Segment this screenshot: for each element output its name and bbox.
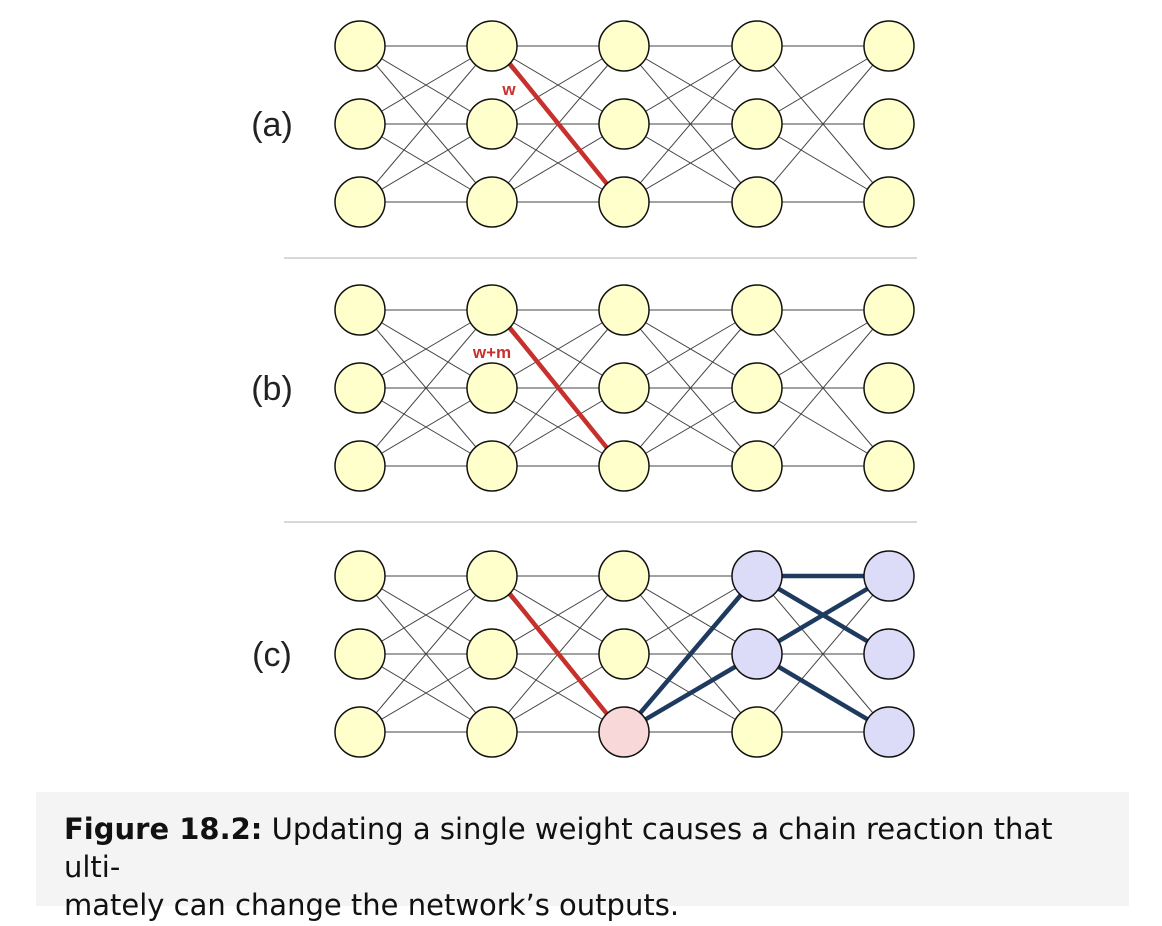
network-node [598,440,650,492]
network-node [334,284,386,336]
network-node [731,98,783,150]
affected-node [731,628,783,680]
network-node [334,20,386,72]
network-node [334,98,386,150]
network-node [731,362,783,414]
network-node [466,550,518,602]
network-node [598,20,650,72]
network-node [466,20,518,72]
edge [756,45,890,203]
panel-label: (a) [251,106,293,144]
caption-text-line1: Updating a single weight causes a chain … [64,812,1053,884]
figure-caption: Figure 18.2: Updating a single weight ca… [36,792,1129,922]
network-node [598,550,650,602]
network-node [466,628,518,680]
network-node [334,362,386,414]
updated-node [598,706,650,758]
affected-output-node [863,550,915,602]
network-node [334,706,386,758]
network-node [731,706,783,758]
network-node [598,98,650,150]
edge [756,575,890,733]
network-node [334,628,386,680]
network-node [466,98,518,150]
network-node [334,440,386,492]
network-diagram: (a) w (b) w+m (c) [251,20,917,758]
weight-label: w [501,80,516,99]
network-node [863,284,915,336]
network-node [731,20,783,72]
caption-text-line2: mately can change the network’s outputs. [64,888,680,922]
network-node [863,362,915,414]
figure-label: Figure 18.2: [64,812,263,846]
network-node [598,628,650,680]
network-node [863,20,915,72]
affected-output-node [863,628,915,680]
panel-label: (b) [251,370,293,408]
network-node [466,284,518,336]
network-node [731,284,783,336]
weight-label: w+m [472,343,511,362]
affected-output-node [863,706,915,758]
network-node [731,176,783,228]
network-node [466,706,518,758]
network-node [598,284,650,336]
propagation-edge [622,574,759,734]
panel-label: (c) [252,636,292,674]
edge [623,309,758,467]
network-node [598,176,650,228]
network-node [863,98,915,150]
highlighted-weight [508,592,609,716]
network-node [466,176,518,228]
affected-node [731,550,783,602]
edge [623,45,758,203]
network-node [863,176,915,228]
edge [359,309,493,467]
edge [359,45,493,203]
edge [359,575,493,733]
network-node [334,176,386,228]
edge [756,309,890,467]
highlighted-weight [508,62,609,186]
network-node [731,440,783,492]
network-node [466,440,518,492]
network-node [863,440,915,492]
network-node [334,550,386,602]
network-node [598,362,650,414]
highlighted-weight [508,326,609,450]
network-node [466,362,518,414]
